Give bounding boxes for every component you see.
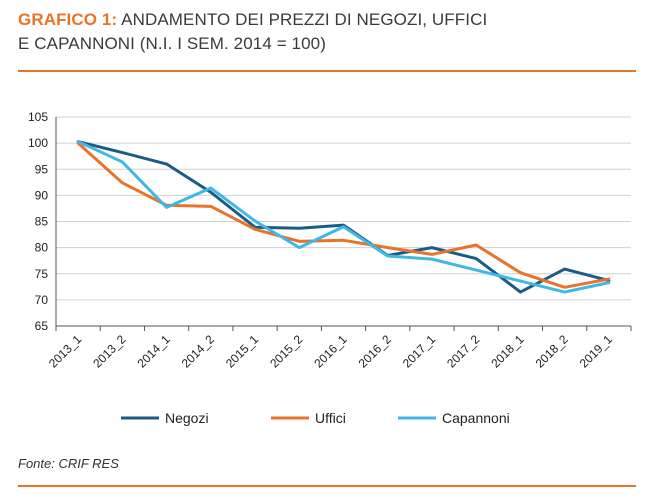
x-tick-label: 2016_1 <box>311 332 349 370</box>
legend-label-negozi: Negozi <box>165 410 209 426</box>
y-tick-label: 95 <box>35 162 49 176</box>
x-tick-label: 2015_2 <box>267 332 305 370</box>
y-tick-label: 65 <box>35 319 49 333</box>
y-tick-label: 90 <box>35 188 49 202</box>
bottom-divider <box>18 485 636 487</box>
x-tick-label: 2013_2 <box>90 332 128 370</box>
y-tick-label: 100 <box>28 136 48 150</box>
y-tick-label: 80 <box>35 241 49 255</box>
x-tick-label: 2014_1 <box>134 332 172 370</box>
legend-label-uffici: Uffici <box>315 410 346 426</box>
source-note: Fonte: CRIF RES <box>18 456 119 471</box>
x-tick-label: 2018_1 <box>488 332 526 370</box>
y-tick-label: 75 <box>35 267 49 281</box>
x-tick-label: 2013_1 <box>46 332 84 370</box>
y-tick-label: 70 <box>35 293 49 307</box>
x-tick-label: 2019_1 <box>577 332 615 370</box>
title-prefix: GRAFICO 1: <box>18 10 118 29</box>
x-tick-label: 2018_2 <box>533 332 571 370</box>
title-line-2: E CAPANNONI (N.I. I SEM. 2014 = 100) <box>18 34 326 53</box>
series-line-capannoni <box>76 140 611 294</box>
legend-label-capannoni: Capannoni <box>442 410 510 426</box>
x-tick-label: 2017_2 <box>444 332 482 370</box>
x-tick-label: 2014_2 <box>179 332 217 370</box>
x-tick-label: 2017_1 <box>400 332 438 370</box>
y-tick-label: 105 <box>28 110 48 124</box>
top-divider <box>18 70 636 72</box>
series-line-negozi <box>76 140 611 294</box>
x-tick-label: 2016_2 <box>356 332 394 370</box>
title-line-1: GRAFICO 1: ANDAMENTO DEI PREZZI DI NEGOZ… <box>18 8 638 32</box>
chart-title: GRAFICO 1: ANDAMENTO DEI PREZZI DI NEGOZ… <box>18 8 638 56</box>
y-tick-label: 85 <box>35 215 49 229</box>
series-line-uffici <box>76 141 611 289</box>
x-tick-label: 2015_1 <box>223 332 261 370</box>
title-text-1: ANDAMENTO DEI PREZZI DI NEGOZI, UFFICI <box>121 10 488 29</box>
